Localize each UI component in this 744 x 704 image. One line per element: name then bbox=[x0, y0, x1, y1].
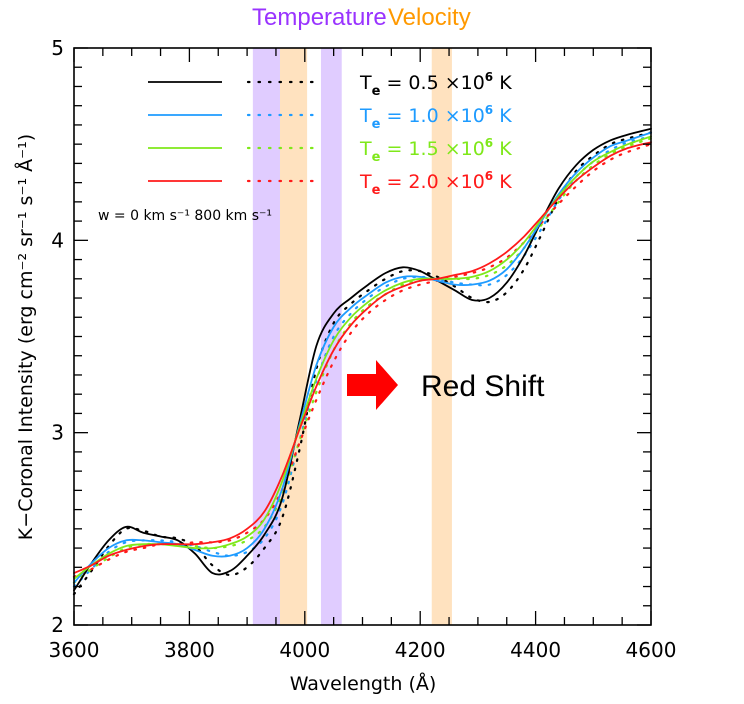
legend: Te = 0.5 ×106 K Te = 1.0 ×106 K Te = 1.5 ×… bbox=[98, 70, 512, 224]
header-labels: Temperature Velocity bbox=[252, 4, 471, 31]
x-tick-label: 4200 bbox=[395, 638, 446, 662]
series-line-6 bbox=[72, 137, 653, 584]
annotation: Red Shift bbox=[347, 360, 545, 410]
velocity-band-2 bbox=[431, 48, 452, 625]
x-tick-label: 3800 bbox=[164, 638, 215, 662]
series-line-2 bbox=[72, 131, 653, 596]
series-line-3 bbox=[73, 131, 652, 584]
plot-frame bbox=[73, 47, 652, 626]
x-tick-label: 3600 bbox=[49, 638, 100, 662]
legend-velocity-label: w = 0 km s⁻¹ 800 km s⁻¹ bbox=[98, 208, 272, 224]
y-tick-label: 4 bbox=[51, 228, 64, 252]
velocity-band-1 bbox=[279, 48, 308, 625]
series-line-5 bbox=[73, 135, 652, 580]
temperature-band-2 bbox=[320, 48, 342, 625]
series-line-1 bbox=[73, 127, 652, 592]
x-tick-label: 4600 bbox=[626, 638, 677, 662]
axes: 3600 3800 4000 4200 4400 4600 2 3 4 5 bbox=[49, 36, 677, 662]
x-axis-label: Wavelength (Å) bbox=[290, 672, 437, 695]
y-tick-label: 2 bbox=[51, 613, 64, 637]
bands-layer bbox=[252, 48, 452, 625]
x-tick-label: 4000 bbox=[279, 638, 330, 662]
legend-label-4: Te = 2.0 ×106 K bbox=[359, 169, 512, 198]
y-axis-label: K−Coronal Intensity (erg cm⁻² sr⁻¹ s⁻¹ Å… bbox=[14, 134, 37, 540]
series-layer bbox=[72, 127, 653, 596]
legend-label-3: Te = 1.5 ×106 K bbox=[359, 136, 512, 165]
y-tick-label: 3 bbox=[51, 421, 64, 445]
legend-label-1: Te = 0.5 ×106 K bbox=[359, 70, 512, 99]
y-tick-label: 5 bbox=[51, 36, 64, 60]
series-line-7 bbox=[73, 141, 652, 574]
header-label-velocity: Velocity bbox=[388, 4, 471, 31]
x-tick-label: 4400 bbox=[510, 638, 561, 662]
red-shift-arrow-icon bbox=[347, 360, 398, 410]
red-shift-label: Red Shift bbox=[421, 370, 545, 403]
header-label-temperature: Temperature bbox=[252, 4, 387, 31]
series-line-4 bbox=[72, 135, 653, 588]
legend-label-2: Te = 1.0 ×106 K bbox=[359, 103, 512, 132]
